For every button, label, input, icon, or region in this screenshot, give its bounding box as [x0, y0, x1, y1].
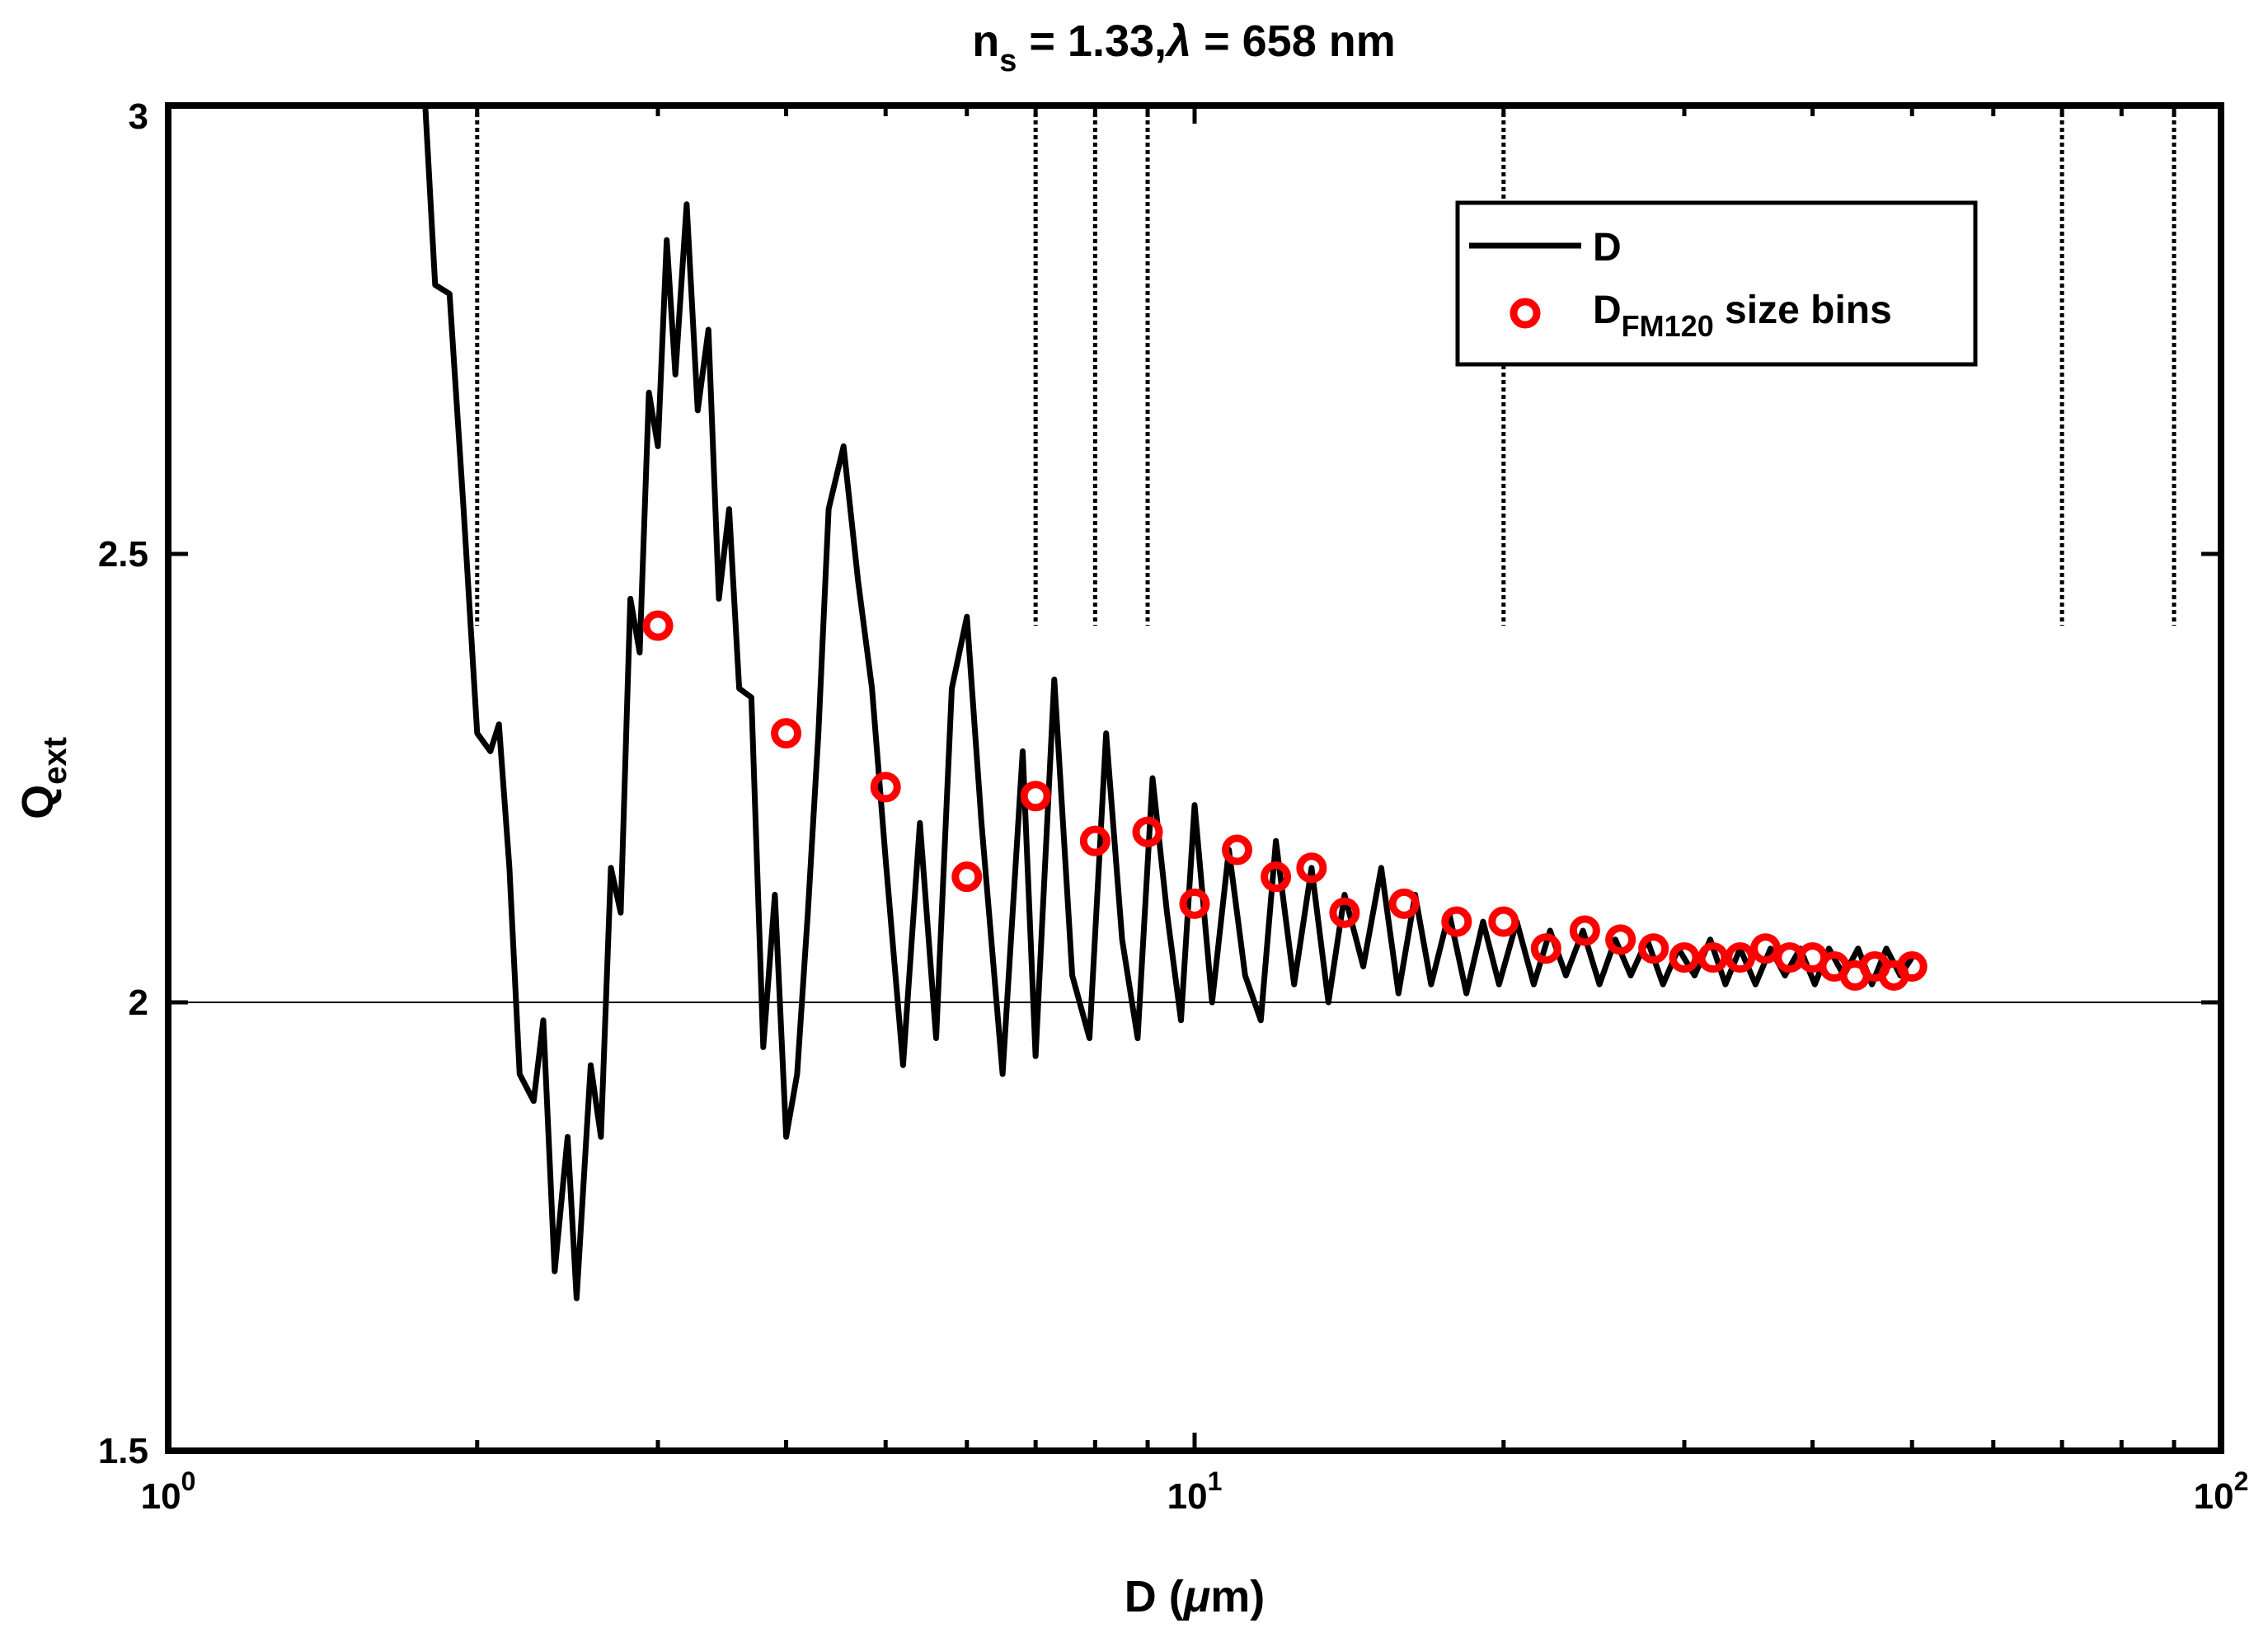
size-bin-point	[1605, 924, 1636, 955]
x-tick-label: 102	[2194, 1466, 2249, 1517]
size-bin-point	[951, 861, 983, 893]
size-bin-point	[642, 610, 674, 641]
size-bin-point	[771, 718, 802, 749]
size-bin-point	[1750, 933, 1782, 964]
legend-marker-swatch	[1510, 298, 1541, 329]
size-bin-markers	[642, 610, 1928, 991]
size-bin-point	[1020, 781, 1051, 812]
size-bin-point	[1697, 942, 1729, 973]
size-bin-point	[1441, 906, 1472, 937]
size-bin-point	[1488, 906, 1519, 937]
x-axis-ticks	[166, 106, 2223, 1451]
size-bin-point	[1296, 852, 1327, 884]
legend-label-line: D	[1593, 226, 1622, 270]
size-bin-point	[870, 772, 901, 803]
size-bin-point	[1132, 816, 1163, 847]
y-tick-label: 3	[129, 96, 148, 137]
size-bin-point	[1079, 825, 1111, 856]
y-tick-label: 2.5	[98, 534, 148, 575]
size-bin-point	[1530, 933, 1561, 964]
y-tick-label: 2	[129, 983, 148, 1023]
x-tick-label: 101	[1167, 1466, 1223, 1517]
size-bin-point	[1222, 834, 1253, 866]
legend-label-markers: DFM120 size bins	[1593, 289, 1892, 343]
size-bin-point	[1329, 897, 1360, 928]
y-tick-label: 1.5	[98, 1431, 148, 1471]
size-bin-point	[1179, 888, 1210, 919]
x-axis-label: D (μm)	[1125, 1572, 1265, 1621]
size-bin-point	[1669, 942, 1700, 973]
size-bin-point	[1569, 915, 1600, 946]
chart-title: ns = 1.33,λ = 658 nm	[972, 16, 1395, 78]
x-tick-label: 100	[141, 1466, 196, 1517]
legend-box	[1455, 200, 1978, 367]
size-bin-point	[1896, 950, 1928, 982]
legend: D DFM120 size bins	[1455, 200, 1978, 367]
size-bin-point	[1388, 888, 1420, 919]
y-axis-ticks	[168, 103, 2221, 1453]
size-bin-point	[1638, 933, 1669, 964]
size-bin-point	[1725, 942, 1756, 973]
size-bin-point	[1261, 861, 1292, 893]
y-axis-label: Qext	[13, 737, 73, 819]
